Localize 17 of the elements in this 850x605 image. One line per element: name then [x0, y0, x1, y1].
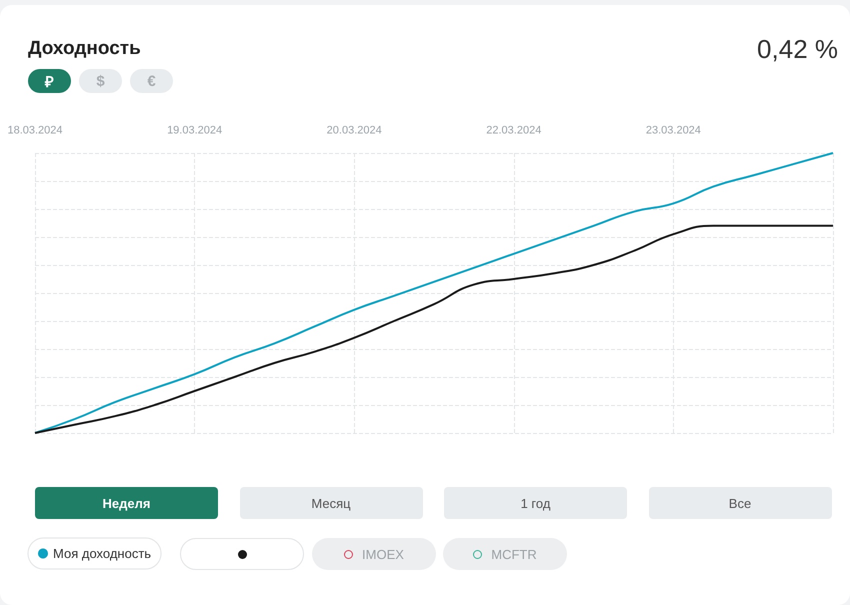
x-tick-label: 22.03.2024 [486, 124, 542, 136]
text: Неделя [35, 487, 218, 519]
x-tick-label: 19.03.2024 [167, 124, 222, 136]
text: Все [648, 487, 832, 519]
text: Месяц [240, 487, 422, 519]
chart-title: Доходность [28, 38, 141, 60]
legend-label: Моя доходность [53, 546, 152, 561]
text: $ [79, 69, 122, 93]
text: ₽ [28, 69, 71, 93]
chart-subtitle: 0,42 % [757, 34, 838, 65]
text: MCFTR [443, 538, 567, 570]
text: IMOEX [312, 538, 436, 570]
x-tick-label: 18.03.2024 [7, 124, 63, 136]
text: € [130, 69, 173, 93]
x-tick-label: 20.03.2024 [326, 124, 382, 136]
text: 1 год [444, 487, 627, 519]
x-tick-label: 23.03.2024 [646, 124, 701, 136]
